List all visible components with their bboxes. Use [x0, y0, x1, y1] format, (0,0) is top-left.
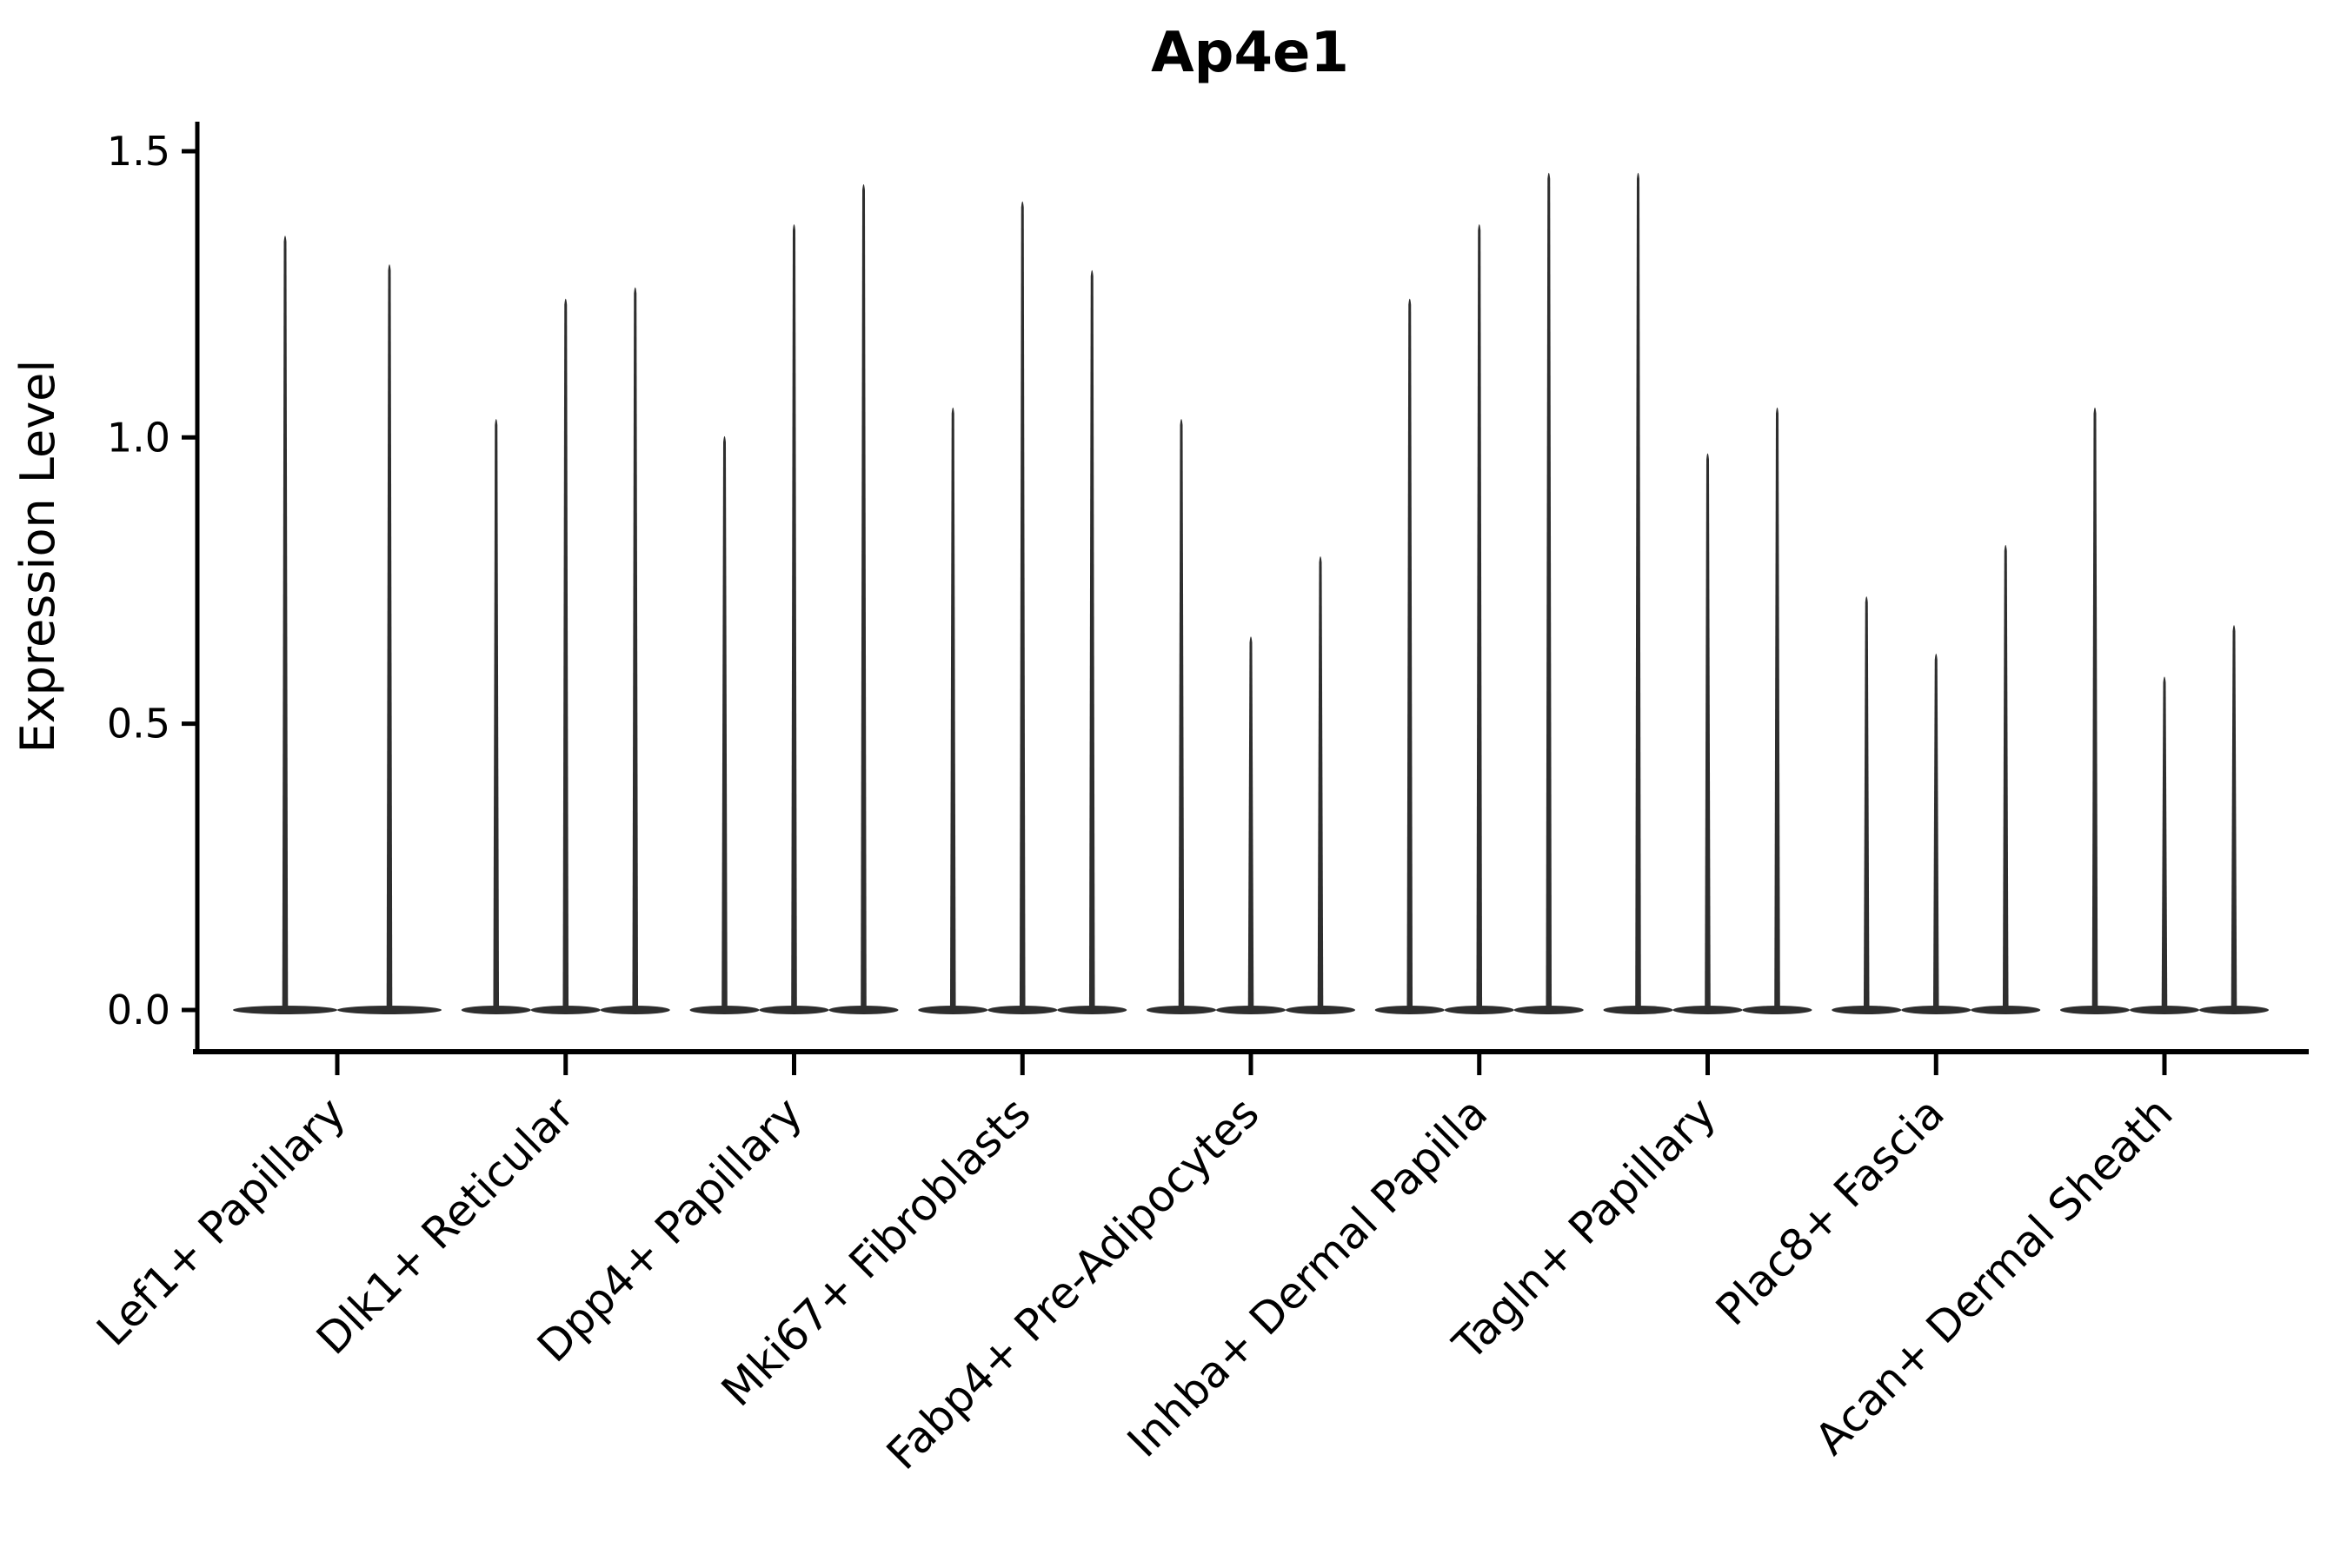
y-axis-tick-label: 1.5: [107, 128, 170, 175]
violin-spike: [493, 418, 500, 1012]
violin-group: [1147, 418, 1355, 1014]
violin-group: [1374, 172, 1584, 1014]
violin-spike: [2091, 407, 2098, 1012]
violin-group: [2060, 407, 2269, 1014]
y-axis-tick-label: 0.5: [107, 701, 170, 747]
violin-spike: [861, 183, 867, 1012]
violin-group: [1603, 172, 1812, 1014]
chart-title: Ap4e1: [1151, 21, 1349, 85]
violin-spike: [1635, 172, 1641, 1012]
y-axis-ticks: 0.0 0.5 1.0 1.5: [107, 128, 196, 1033]
violin-spike: [1546, 172, 1552, 1012]
violin-spike: [1088, 269, 1095, 1012]
violin-spike: [1178, 418, 1185, 1012]
violin-spike: [1247, 636, 1254, 1012]
y-axis-tick-label: 0.0: [107, 987, 170, 1033]
violin-spike: [632, 287, 639, 1012]
violin-spike: [1317, 556, 1324, 1012]
x-axis-label: Inhba+ Dermal Papilla: [1118, 1087, 1497, 1466]
violin-spike: [282, 236, 289, 1013]
violin-spike: [949, 407, 956, 1012]
violin-group: [689, 183, 899, 1014]
violin-spike: [1774, 407, 1780, 1012]
violin-spike: [386, 264, 393, 1012]
violin-spike: [1476, 223, 1483, 1012]
y-axis-tick-label: 1.0: [107, 414, 170, 461]
violin-spike: [1019, 201, 1026, 1012]
violin-spike: [2161, 676, 2168, 1012]
violin-spike: [721, 435, 728, 1012]
violin-spike: [562, 298, 569, 1012]
violin-group: [461, 287, 670, 1014]
violin-spike: [1705, 453, 1711, 1012]
violin-spike: [1863, 596, 1870, 1012]
violin-spike: [2002, 544, 2009, 1012]
violin-group: [233, 236, 442, 1014]
y-axis-title: Expression Level: [10, 360, 65, 754]
x-axis-label: Plac8+ Fascia: [1706, 1087, 1954, 1335]
violin-group: [918, 201, 1127, 1014]
x-axis-label: Fabp4+ Pre-Adipocytes: [877, 1087, 1269, 1479]
violin-group-layer: [233, 172, 2269, 1014]
violin-spike: [2231, 625, 2237, 1012]
violin-spike: [1932, 654, 1939, 1012]
violin-spike: [791, 223, 797, 1012]
violin-spike: [1406, 298, 1413, 1012]
x-axis-label: Lef1+ Papillary: [87, 1087, 355, 1355]
violin-group: [1832, 544, 2041, 1014]
